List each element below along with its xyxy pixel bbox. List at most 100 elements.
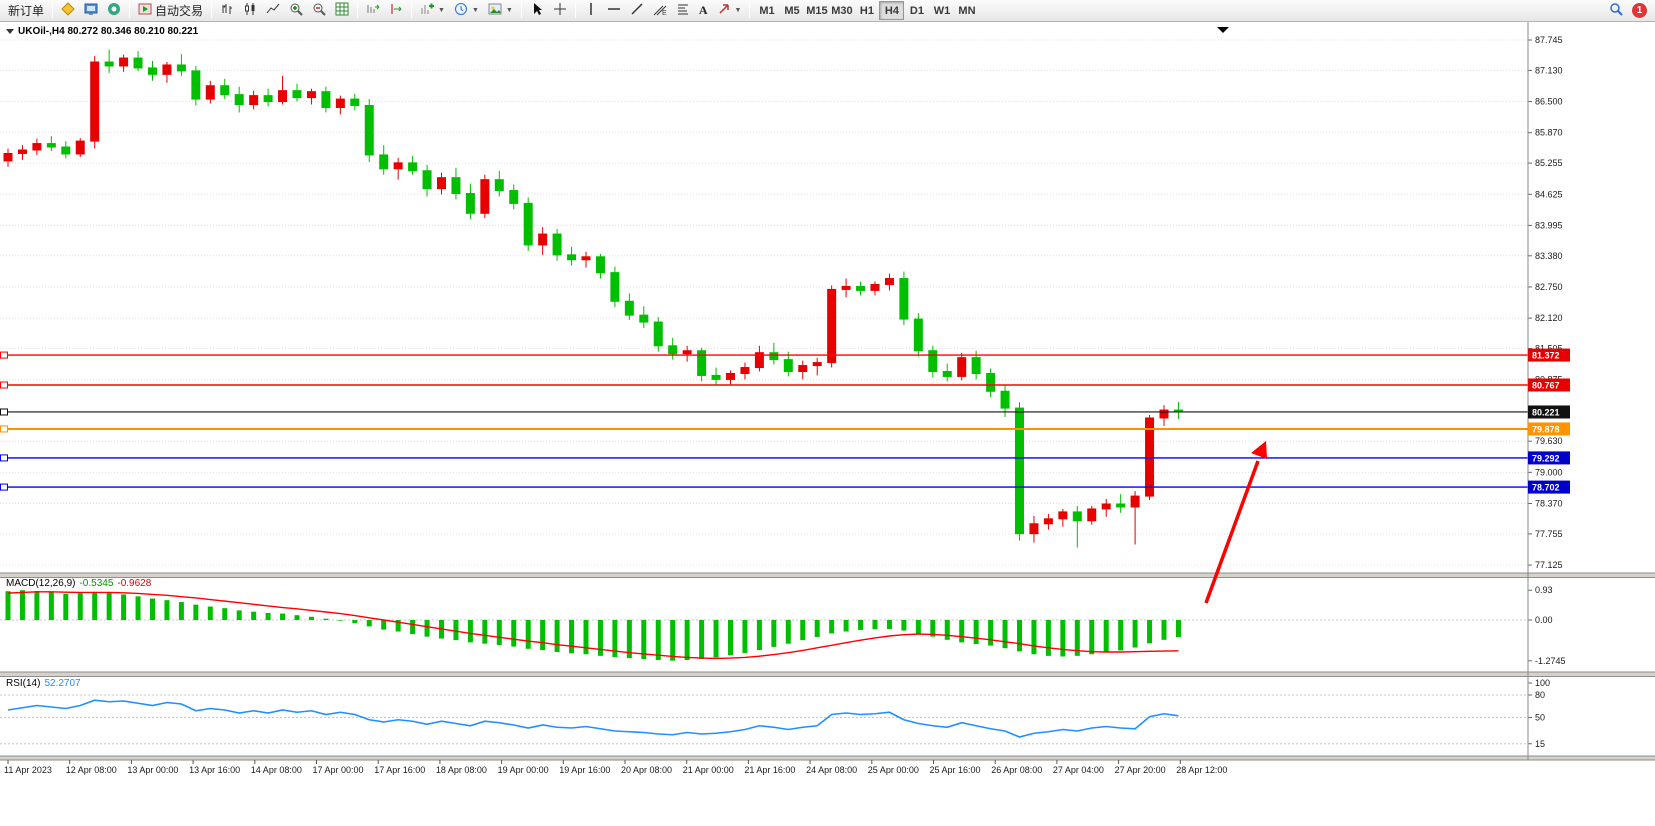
panel-separator[interactable] — [0, 672, 1655, 677]
fibonacci-button[interactable] — [672, 1, 694, 20]
horizontal-line-button[interactable] — [603, 1, 625, 20]
candle-bear — [1072, 511, 1082, 522]
price-axis-label: 83.995 — [1535, 220, 1563, 230]
candle-bear — [321, 91, 331, 108]
cursor-icon — [530, 2, 544, 19]
price-badge-value: 79.878 — [1532, 424, 1560, 434]
new-order-button[interactable]: 新订单 — [4, 1, 48, 20]
macd-axis-label: 0.93 — [1535, 585, 1553, 595]
price-badge — [1528, 451, 1570, 465]
templates-button[interactable]: ▼ — [484, 1, 517, 20]
macd-axis-label: -1.2745 — [1535, 656, 1566, 666]
candle-bear — [928, 350, 938, 372]
candlestick-chart-button[interactable] — [239, 1, 261, 20]
hline-handle[interactable] — [0, 408, 8, 416]
candle-bear — [913, 318, 923, 352]
timeframe-button-M1[interactable]: M1 — [754, 1, 779, 20]
candle-bear — [769, 352, 779, 361]
bar-chart-button[interactable] — [216, 1, 238, 20]
periods-button[interactable]: ▼ — [450, 1, 483, 20]
price-axis-label: 86.500 — [1535, 97, 1563, 107]
market-watch-button[interactable] — [331, 1, 353, 20]
candle-bear — [364, 105, 374, 156]
candle-bear — [451, 177, 461, 195]
market-watch-icon — [335, 2, 349, 19]
candle-bear — [350, 98, 360, 107]
zoom-in-button[interactable] — [285, 1, 307, 20]
timeframe-button-W1[interactable]: W1 — [929, 1, 954, 20]
candle-bear — [567, 254, 577, 261]
rsi-axis-label: 15 — [1535, 739, 1545, 749]
timeframe-button-D1[interactable]: D1 — [904, 1, 929, 20]
arrows-tool-icon — [717, 2, 731, 19]
hline-handle[interactable] — [0, 483, 8, 491]
candle-bear — [133, 57, 143, 69]
price-badge — [1528, 422, 1570, 436]
vertical-line-button[interactable] — [580, 1, 602, 20]
candle-bear — [263, 95, 273, 103]
templates-icon — [488, 2, 502, 19]
macd-axis-label: 0.00 — [1535, 615, 1553, 625]
chart-canvas[interactable]: 87.745 87.130 86.500 85.870 85.255 84.625 83.9… — [0, 22, 1655, 826]
candle-bear — [494, 179, 504, 192]
rsi-axis-label: 50 — [1535, 713, 1545, 723]
toolbar-separator — [520, 3, 522, 18]
time-axis-label: 25 Apr 16:00 — [930, 765, 981, 775]
candle-bull — [754, 352, 764, 369]
zoom-in-icon — [289, 2, 303, 19]
annotation-arrow-head-icon[interactable] — [1251, 441, 1267, 459]
metaquotes-button[interactable] — [57, 1, 79, 20]
time-axis-label: 28 Apr 12:00 — [1176, 765, 1227, 775]
channel-icon: E — [653, 2, 667, 19]
chart-shift-button[interactable] — [385, 1, 407, 20]
timeframe-button-M15[interactable]: M15 — [804, 1, 829, 20]
text-tool-button[interactable]: A — [695, 1, 712, 20]
quick-panel-arrow-icon[interactable] — [6, 28, 14, 34]
candle-bull — [740, 367, 750, 374]
price-axis-label: 79.000 — [1535, 467, 1563, 477]
search-button[interactable] — [1605, 1, 1627, 20]
annotation-arrow-shaft[interactable] — [1204, 460, 1260, 604]
line-chart-button[interactable] — [262, 1, 284, 20]
cursor-button[interactable] — [526, 1, 548, 20]
price-axis-label: 77.755 — [1535, 529, 1563, 539]
arrows-tool-button[interactable]: ▼ — [713, 1, 746, 20]
timeframe-button-M30[interactable]: M30 — [829, 1, 854, 20]
timeframe-button-H1[interactable]: H1 — [854, 1, 879, 20]
zoom-out-button[interactable] — [308, 1, 330, 20]
trendline-button[interactable] — [626, 1, 648, 20]
fibonacci-icon — [676, 2, 690, 19]
hline-handle[interactable] — [0, 381, 8, 389]
terminal-button[interactable] — [80, 1, 102, 20]
time-axis-label: 11 Apr 2023 — [4, 765, 52, 775]
price-badge-value: 79.292 — [1532, 453, 1560, 463]
svg-text:E: E — [662, 10, 667, 16]
chart-shift-marker-icon[interactable] — [1217, 27, 1229, 33]
candle-bear — [148, 67, 157, 75]
auto-trading-button[interactable]: 自动交易 — [134, 1, 207, 20]
crosshair-button[interactable] — [549, 1, 571, 20]
timeframe-button-H4[interactable]: H4 — [879, 1, 905, 20]
community-button[interactable] — [103, 1, 125, 20]
timeframe-button-M5[interactable]: M5 — [779, 1, 804, 20]
price-badge — [1528, 378, 1570, 392]
channel-button[interactable]: E — [649, 1, 671, 20]
timeframe-button-MN[interactable]: MN — [954, 1, 979, 20]
indicators-button[interactable]: ▼ — [416, 1, 449, 20]
hline-handle[interactable] — [0, 425, 8, 433]
macd-name: MACD(12,26,9) — [6, 578, 76, 589]
panel-separator[interactable] — [0, 756, 1655, 760]
price-badge-value: 81.372 — [1532, 351, 1560, 361]
macd-indicator-label: MACD(12,26,9) -0.5345 -0.9628 — [6, 578, 151, 589]
hline-handle[interactable] — [0, 351, 8, 359]
crosshair-icon — [553, 2, 567, 19]
price-axis-label: 82.750 — [1535, 282, 1563, 292]
panel-separator[interactable] — [0, 573, 1655, 578]
candle-bear — [668, 345, 678, 355]
toolbar-separator — [574, 3, 576, 18]
notification-badge[interactable]: 1 — [1632, 3, 1647, 18]
bar-chart-icon — [220, 2, 234, 19]
hline-handle[interactable] — [0, 454, 8, 462]
auto-scroll-button[interactable] — [362, 1, 384, 20]
time-axis-label: 14 Apr 08:00 — [251, 765, 302, 775]
